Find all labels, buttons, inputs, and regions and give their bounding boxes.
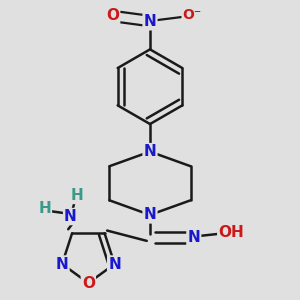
- Text: N: N: [144, 14, 156, 29]
- Text: H: H: [70, 188, 83, 203]
- Text: N: N: [64, 209, 77, 224]
- Text: O: O: [82, 276, 95, 291]
- Text: N: N: [144, 207, 156, 222]
- Text: OH: OH: [218, 225, 244, 240]
- Text: N: N: [188, 230, 200, 245]
- Text: N: N: [108, 256, 121, 272]
- Text: O: O: [106, 8, 119, 23]
- Text: N: N: [144, 144, 156, 159]
- Text: O⁻: O⁻: [183, 8, 202, 22]
- Text: H: H: [38, 201, 51, 216]
- Text: N: N: [56, 256, 68, 272]
